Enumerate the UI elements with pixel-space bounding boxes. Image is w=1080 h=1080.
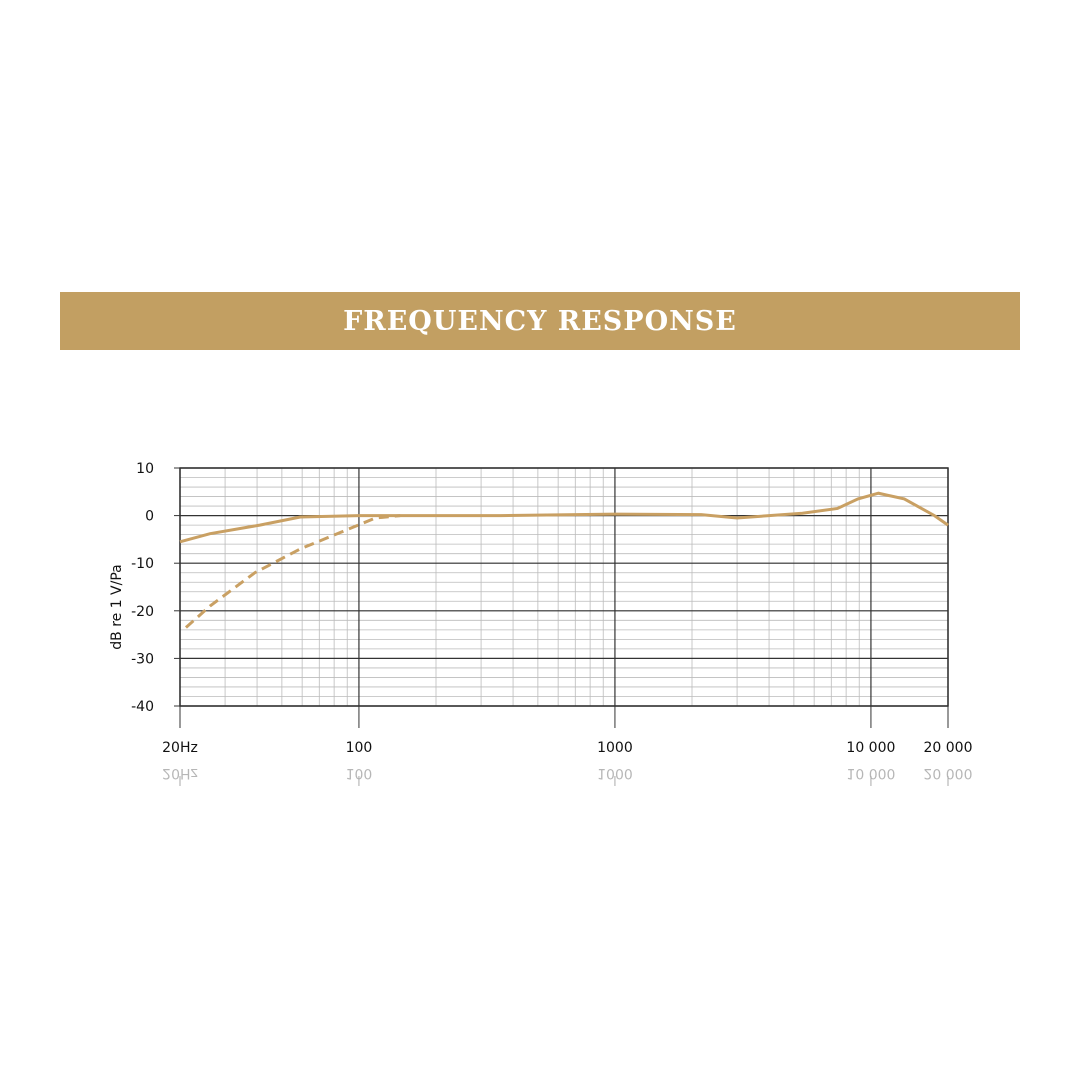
series-line	[179, 491, 949, 544]
x-tick-label-reflection: 100	[346, 765, 373, 781]
x-tick-label-reflection: 10 000	[846, 765, 895, 781]
series-line	[184, 514, 401, 629]
x-tick-reflection: 1000	[597, 765, 633, 781]
x-tick-label: 20 000	[924, 740, 973, 756]
x-tick-label-reflection: 20 000	[924, 765, 973, 781]
y-tick-label: 10	[136, 461, 154, 477]
x-tick-label: 1000	[597, 740, 633, 756]
y-axis-label: dB re 1 V/Pa	[109, 564, 125, 650]
x-tick-label: 100	[346, 740, 373, 756]
x-tick-label-reflection: 1000	[597, 765, 633, 781]
x-tick-reflection: 20Hz	[162, 765, 198, 781]
chart-title: FREQUENCY RESPONSE	[343, 305, 737, 337]
x-tick-reflection: 10 000	[846, 765, 895, 781]
y-tick-label: 0	[145, 509, 154, 525]
y-tick-label: -30	[131, 651, 154, 667]
y-tick-label: -40	[131, 699, 154, 715]
y-tick-label: -10	[131, 556, 154, 572]
title-banner: FREQUENCY RESPONSE	[60, 292, 1020, 350]
plot-frame	[179, 467, 949, 707]
x-tick-reflection: 100	[346, 765, 373, 781]
x-tick-reflection: 20 000	[924, 765, 973, 781]
x-tick-label-reflection: 20Hz	[162, 765, 198, 781]
y-tick-label: -20	[131, 604, 154, 620]
x-tick-label: 10 000	[846, 740, 895, 756]
x-tick-label: 20Hz	[162, 740, 198, 756]
